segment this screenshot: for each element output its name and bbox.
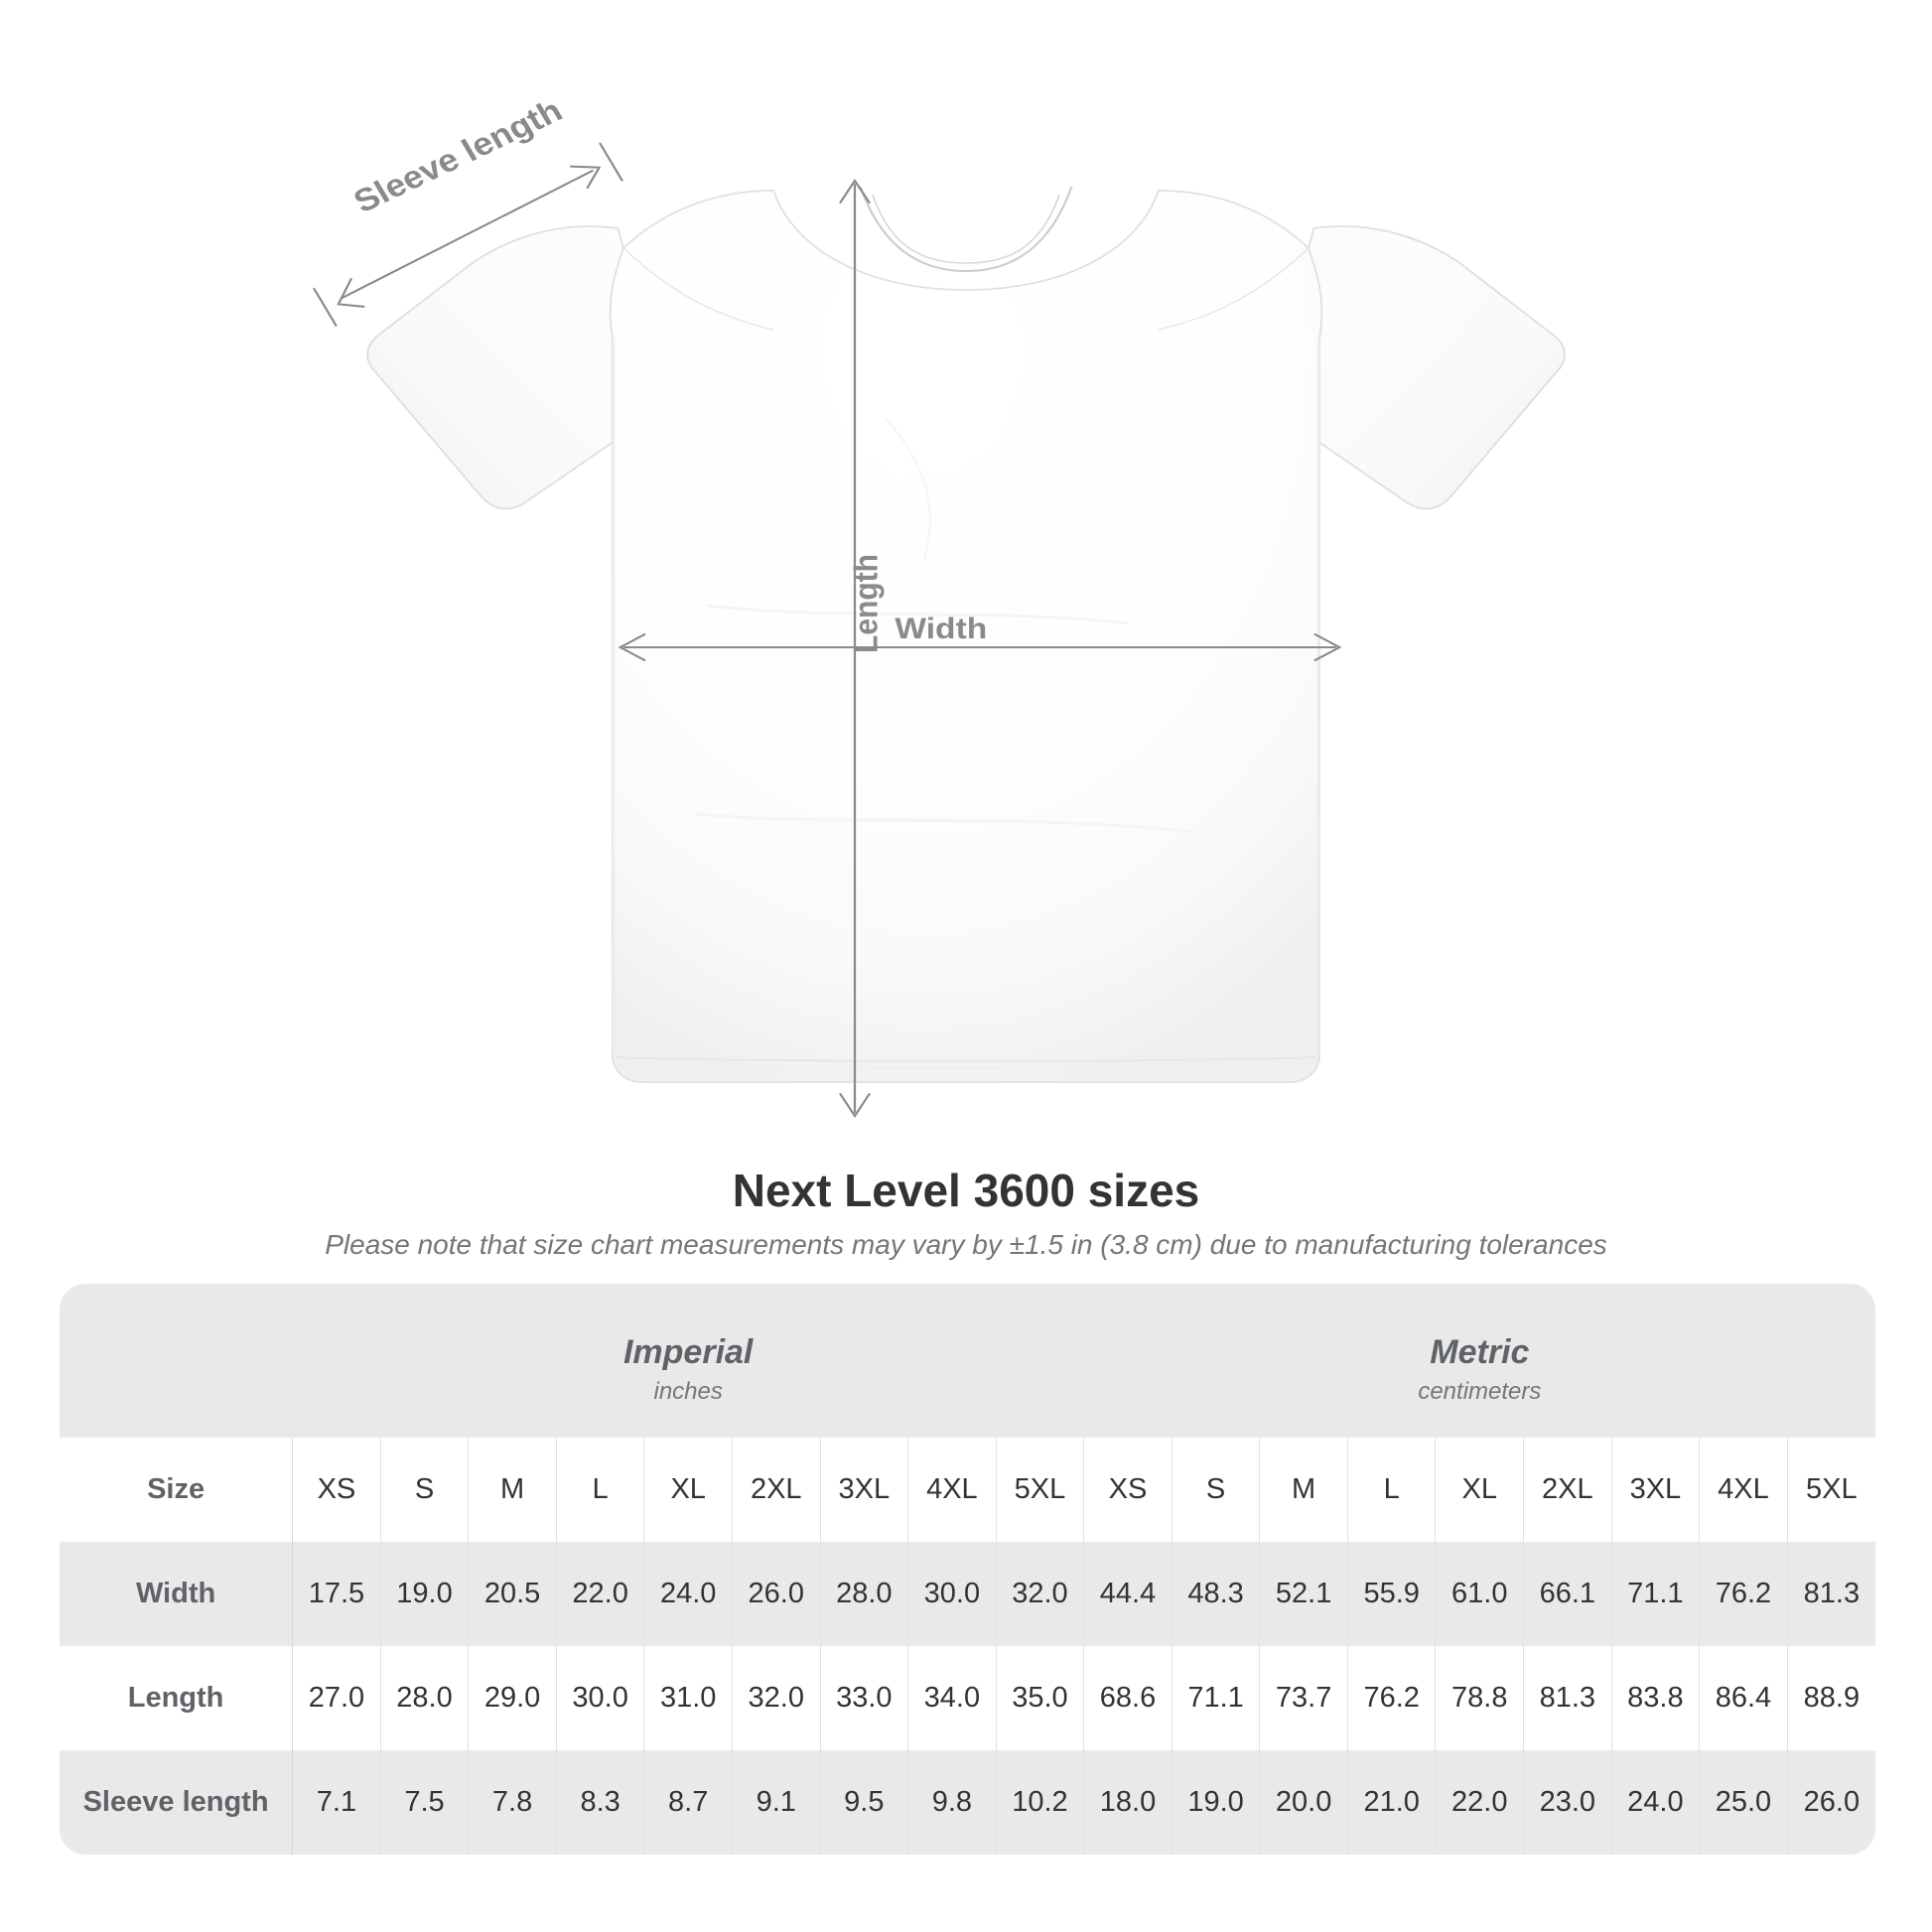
svg-text:Length: Length: [847, 554, 885, 653]
svg-text:Sleeve length: Sleeve length: [347, 92, 569, 219]
svg-text:Width: Width: [895, 612, 987, 645]
